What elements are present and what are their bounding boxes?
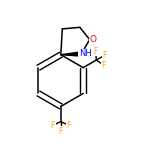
Text: F: F [59, 126, 63, 136]
Text: F: F [93, 47, 98, 56]
Text: F: F [51, 121, 55, 130]
Text: F: F [102, 51, 107, 60]
Polygon shape [61, 52, 81, 56]
Text: F: F [101, 61, 106, 70]
Text: F: F [67, 121, 71, 130]
Text: O: O [90, 35, 97, 44]
Text: NH: NH [79, 49, 92, 59]
